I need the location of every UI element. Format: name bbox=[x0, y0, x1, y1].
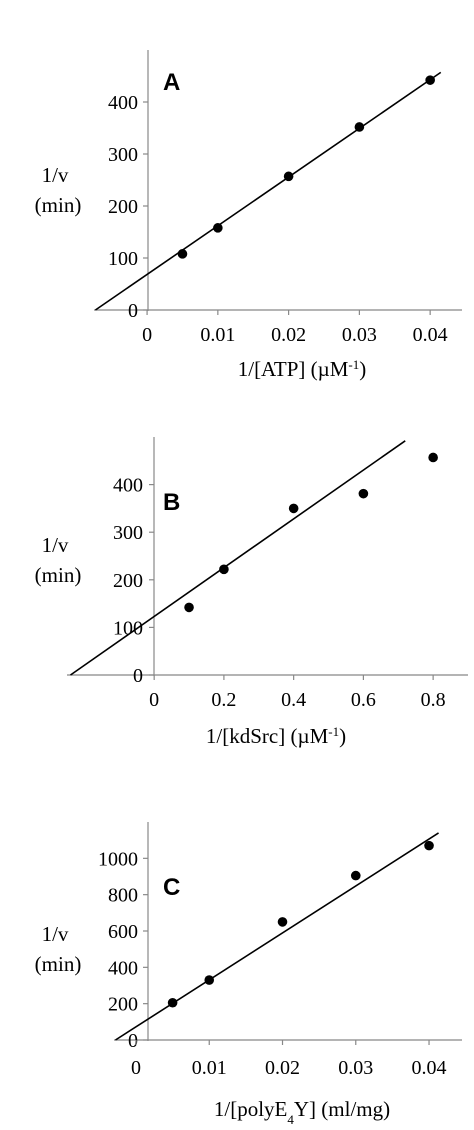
panel-a-y-tick-label: 200 bbox=[108, 196, 138, 218]
panel-c-x-axis-label-main: 1/[polyE bbox=[214, 1097, 288, 1121]
panel-a-y-tick-label: 300 bbox=[108, 144, 138, 166]
panel-b-data-point bbox=[428, 452, 438, 463]
panel-b-x-tick-label: 0.4 bbox=[281, 689, 306, 711]
panel-c-data-point bbox=[350, 870, 361, 881]
panel-b-y-tick-label: 300 bbox=[113, 522, 143, 544]
panel-a-x-tick-label: 0.04 bbox=[413, 324, 448, 346]
panel-b-x-axis-label-close: ) bbox=[339, 724, 346, 748]
panel-a-x-axis-label-sup: -1 bbox=[348, 357, 359, 372]
panel-a-y-tick-label: 0 bbox=[128, 300, 138, 322]
panel-c-y-tick-label: 400 bbox=[108, 957, 138, 979]
panel-c-x-axis-label-sub: 4 bbox=[287, 1112, 294, 1127]
panel-c-x-tick-label: 0.02 bbox=[265, 1057, 300, 1079]
panel-b-y-tick-label: 200 bbox=[113, 570, 143, 592]
panel-a-data-point bbox=[177, 249, 188, 259]
panel-a-plot-layer: 0 100 200 300 400 0 0.01 0.02 0.03 0.04 bbox=[94, 50, 462, 346]
panel-a-x-tick-label: 0.01 bbox=[200, 324, 235, 346]
panel-a-x-tick-label: 0 bbox=[142, 324, 152, 346]
panel-b-y-tick-label: 0 bbox=[133, 665, 143, 687]
panel-a-data-point bbox=[354, 122, 365, 132]
panel-a-y-axis-label-line2: (min) bbox=[35, 193, 82, 217]
panel-c-x-tick-label: 0 bbox=[131, 1057, 141, 1079]
panel-c: 0 200 400 600 800 1000 0 0.01 0.02 0.03 0.04 C 1/v… bbox=[35, 822, 462, 1127]
panel-c-plot-layer: 0 200 400 600 800 1000 0 0.01 0.02 0.03 0.04 bbox=[98, 822, 462, 1079]
panel-c-data-point bbox=[167, 997, 178, 1008]
panel-a-y-axis-label-line1: 1/v bbox=[42, 163, 69, 187]
panel-c-fit-line bbox=[115, 832, 439, 1041]
panel-c-y-axis-label-line2: (min) bbox=[35, 952, 82, 976]
panel-a-x-tick-label: 0.03 bbox=[342, 324, 377, 346]
panel-b-data-point bbox=[219, 564, 229, 575]
panel-c-y-tick-label: 0 bbox=[128, 1030, 138, 1052]
panel-c-y-axis-label-line1: 1/v bbox=[42, 922, 69, 946]
panel-c-x-tick-label: 0.04 bbox=[412, 1057, 447, 1079]
panel-b-data-point bbox=[184, 602, 194, 613]
panel-a-letter: A bbox=[163, 69, 180, 96]
panel-c-x-tick-label: 0.01 bbox=[192, 1057, 227, 1079]
panel-b-data-point bbox=[288, 503, 299, 514]
panel-a-x-axis-label-main: 1/[ATP] (µM bbox=[238, 357, 349, 381]
panel-b-x-axis-label-sup: -1 bbox=[328, 724, 339, 739]
panel-c-x-axis-label-tail: Y] (ml/mg) bbox=[294, 1097, 390, 1121]
panel-b-fit-line bbox=[70, 440, 406, 676]
panel-c-data-point bbox=[424, 840, 434, 851]
panel-c-y-tick-label: 200 bbox=[108, 994, 138, 1016]
panel-c-letter: C bbox=[163, 874, 180, 901]
panel-a-data-point bbox=[283, 171, 294, 182]
panel-a-x-axis-label: 1/[ATP] (µM-1) bbox=[238, 357, 367, 382]
panel-b-x-tick-label: 0.6 bbox=[351, 689, 376, 711]
panel-b-data-point bbox=[358, 488, 369, 499]
panel-a-fit-line bbox=[94, 71, 442, 311]
panel-b-y-axis-label-line2: (min) bbox=[35, 563, 82, 587]
panel-a-x-axis-label-close: ) bbox=[359, 357, 366, 381]
panel-a: 0 100 200 300 400 0 0.01 0.02 0.03 0.04 A 1/v (mi… bbox=[35, 50, 462, 381]
panel-b-x-tick-label: 0 bbox=[149, 689, 159, 711]
panel-c-y-tick-label: 800 bbox=[108, 885, 138, 907]
panel-b-x-tick-label: 0.2 bbox=[211, 689, 236, 711]
panel-c-y-tick-label: 1000 bbox=[98, 848, 138, 870]
panel-c-data-point bbox=[204, 975, 215, 985]
panel-c-x-axis-label: 1/[polyE4Y] (ml/mg) bbox=[214, 1097, 390, 1127]
panel-c-y-tick-label: 600 bbox=[108, 921, 138, 943]
panel-b-x-axis-label-main: 1/[kdSrc] (µM bbox=[206, 724, 329, 748]
panel-b-y-tick-label: 100 bbox=[113, 617, 143, 639]
panel-b-x-tick-label: 0.8 bbox=[421, 689, 446, 711]
panel-a-data-point bbox=[425, 75, 435, 85]
panel-b-y-tick-label: 400 bbox=[113, 475, 143, 497]
panel-c-x-tick-label: 0.03 bbox=[338, 1057, 373, 1079]
panel-a-y-tick-label: 100 bbox=[108, 248, 138, 270]
panel-b-plot-layer: 0 100 200 300 400 0 0.2 0.4 0.6 0.8 bbox=[67, 437, 468, 711]
panel-a-x-tick-label: 0.02 bbox=[271, 324, 306, 346]
panel-b-y-axis-label-line1: 1/v bbox=[42, 533, 69, 557]
panel-c-data-point bbox=[277, 917, 288, 927]
panel-b: 0 100 200 300 400 0 0.2 0.4 0.6 0.8 B 1/v (min) 1… bbox=[35, 437, 468, 748]
panel-b-x-axis-label: 1/[kdSrc] (µM-1) bbox=[206, 724, 346, 749]
panel-a-y-tick-label: 400 bbox=[108, 92, 138, 114]
panel-b-letter: B bbox=[163, 489, 180, 516]
panel-a-data-point bbox=[213, 223, 223, 233]
